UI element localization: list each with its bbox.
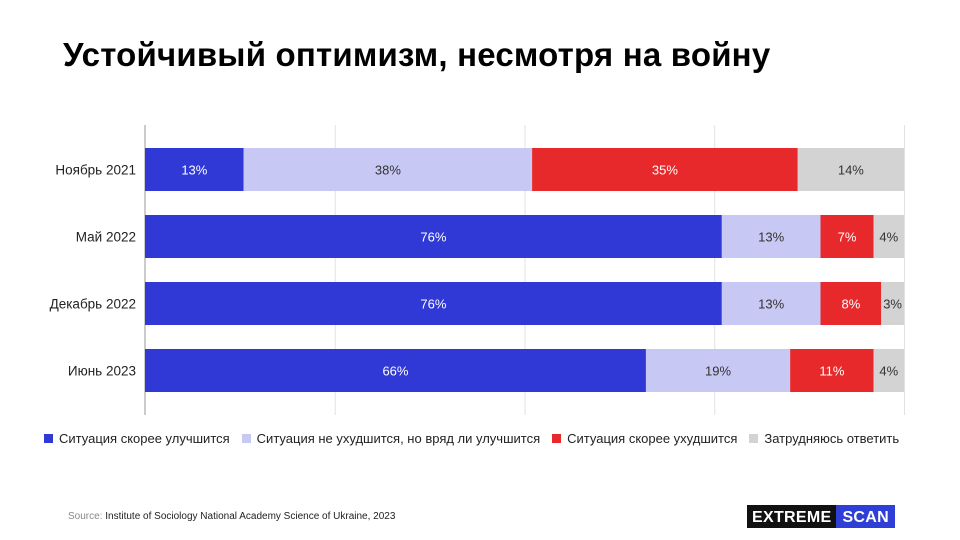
data-label: 14% — [838, 163, 864, 178]
category-label: Декабрь 2022 — [50, 297, 136, 312]
data-label: 35% — [652, 163, 678, 178]
bar-segment — [145, 215, 722, 258]
legend-label: Ситуация скорее ухудшится — [567, 431, 738, 446]
legend-item: Затрудняюсь ответить — [749, 431, 899, 446]
source-note: Source: Institute of Sociology National … — [68, 511, 395, 522]
legend-label: Затрудняюсь ответить — [764, 431, 900, 446]
logo-word-extreme: EXTREME — [747, 505, 837, 528]
data-label: 76% — [420, 230, 446, 245]
legend: Ситуация скорее улучшится Ситуация не уху… — [44, 431, 911, 446]
source-prefix: Source: — [68, 511, 103, 522]
stacked-bar-chart: Ноябрь 2021 13% 38% 35% 14% Май 2022 76% 13% 7% 4… — [50, 125, 905, 415]
data-label: 13% — [758, 297, 784, 312]
bar-segment — [145, 148, 244, 191]
data-label: 19% — [705, 364, 731, 379]
bar-segment — [243, 148, 533, 191]
bar-segment — [820, 215, 874, 258]
bar-segment — [721, 215, 821, 258]
legend-swatch — [241, 434, 251, 443]
bar-segment — [145, 349, 646, 392]
data-label: 8% — [841, 297, 860, 312]
legend-item: Ситуация не ухудшится, но вряд ли улучши… — [241, 431, 541, 446]
data-label: 4% — [879, 364, 898, 379]
data-label: 7% — [838, 230, 857, 245]
bar-segment — [873, 215, 904, 258]
data-label: 76% — [420, 297, 446, 312]
bar-segment — [721, 282, 821, 325]
bar-segment — [873, 349, 904, 392]
category-label: Июнь 2023 — [68, 364, 136, 379]
bar-segment — [790, 349, 874, 392]
legend-item: Ситуация скорее ухудшится — [552, 431, 737, 446]
bar-segment — [820, 282, 882, 325]
category-label: Ноябрь 2021 — [55, 163, 136, 178]
data-label: 3% — [883, 297, 902, 312]
data-label: 38% — [375, 163, 401, 178]
extreme-scan-logo: EXTREME SCAN — [747, 505, 895, 528]
data-label: 11% — [819, 364, 844, 379]
bar-segment — [881, 282, 904, 325]
bar-segment — [645, 349, 791, 392]
bar-segment — [532, 148, 798, 191]
legend-swatch — [749, 434, 759, 443]
data-label: 4% — [879, 230, 898, 245]
legend-swatch — [552, 434, 562, 443]
legend-swatch — [44, 434, 53, 443]
bar-segment — [797, 148, 904, 191]
data-label: 66% — [382, 364, 408, 379]
logo-word-scan: SCAN — [836, 505, 895, 528]
category-label: Май 2022 — [76, 230, 136, 245]
legend-label: Ситуация скорее улучшится — [59, 431, 230, 446]
chart-title: Устойчивый оптимизм, несмотря на войну — [63, 36, 771, 73]
legend-item: Ситуация скорее улучшится — [44, 431, 230, 446]
legend-label: Ситуация не ухудшится, но вряд ли улучши… — [256, 431, 541, 446]
data-label: 13% — [758, 230, 784, 245]
data-label: 13% — [181, 163, 207, 178]
source-text: Institute of Sociology National Academy … — [105, 511, 396, 522]
bar-segment — [145, 282, 722, 325]
